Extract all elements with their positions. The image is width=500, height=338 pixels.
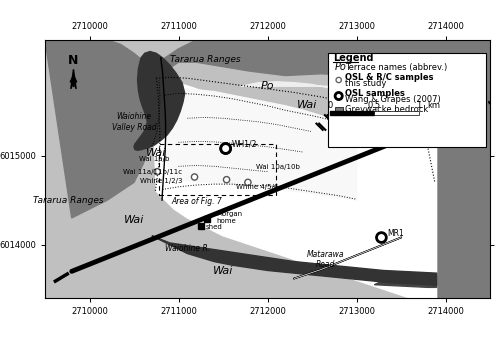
Circle shape	[154, 169, 160, 175]
Text: shed: shed	[205, 224, 222, 230]
Polygon shape	[374, 275, 436, 287]
Text: Wai: Wai	[146, 148, 167, 158]
Text: Wai 10a/10b: Wai 10a/10b	[256, 164, 300, 170]
Text: Po: Po	[334, 62, 346, 72]
Polygon shape	[152, 40, 490, 80]
Text: Whine 4/5/6: Whine 4/5/6	[236, 184, 279, 190]
Bar	[328, 53, 486, 147]
Polygon shape	[152, 68, 436, 298]
Polygon shape	[71, 69, 76, 89]
Circle shape	[221, 144, 230, 153]
Text: D: D	[364, 80, 371, 89]
Text: 0: 0	[327, 100, 332, 110]
Circle shape	[221, 144, 230, 153]
Bar	[335, 107, 342, 112]
Text: 1: 1	[416, 100, 422, 110]
Text: N: N	[68, 54, 78, 67]
Text: Area of Fig. 7: Area of Fig. 7	[171, 196, 222, 206]
Text: Wang & Grapes (2007): Wang & Grapes (2007)	[345, 95, 440, 104]
Text: Matarawa
Road: Matarawa Road	[306, 250, 344, 269]
Polygon shape	[160, 89, 356, 200]
Text: Whine 1/2/3: Whine 1/2/3	[140, 177, 182, 184]
Text: Po: Po	[261, 81, 274, 91]
Polygon shape	[134, 51, 184, 150]
Text: Greywacke bedrock: Greywacke bedrock	[345, 105, 428, 114]
Text: Tararua Ranges: Tararua Ranges	[33, 196, 104, 204]
Polygon shape	[436, 40, 490, 298]
Circle shape	[245, 179, 251, 186]
Circle shape	[192, 174, 198, 180]
Text: OSL & R/C samples: OSL & R/C samples	[345, 73, 434, 82]
Text: 0.5: 0.5	[368, 100, 381, 110]
Text: Waiohine
Valley Road: Waiohine Valley Road	[112, 112, 156, 131]
Text: this study: this study	[345, 79, 387, 88]
Text: Wai: Wai	[124, 215, 144, 225]
Polygon shape	[45, 40, 156, 218]
Text: U: U	[353, 72, 360, 81]
Text: Wai: Wai	[333, 124, 353, 134]
Text: Morgan
home: Morgan home	[217, 211, 243, 223]
Polygon shape	[374, 111, 419, 115]
Circle shape	[336, 77, 342, 83]
Text: km: km	[428, 100, 440, 110]
Text: Wai: Wai	[213, 266, 233, 276]
Text: Wai 1a/b: Wai 1a/b	[140, 156, 170, 162]
Circle shape	[224, 176, 230, 183]
Polygon shape	[330, 111, 374, 115]
Text: MR1: MR1	[388, 228, 404, 238]
Polygon shape	[152, 236, 436, 286]
Circle shape	[335, 93, 342, 100]
Text: Wai 11a/11b/11c: Wai 11a/11b/11c	[124, 169, 182, 175]
Text: OSL samples: OSL samples	[345, 89, 405, 98]
Polygon shape	[241, 82, 410, 120]
Text: Wai: Wai	[298, 100, 318, 110]
Text: Waiohine R.: Waiohine R.	[165, 244, 210, 253]
Text: Legend: Legend	[334, 53, 374, 63]
Circle shape	[376, 233, 386, 242]
Text: Tararua Ranges: Tararua Ranges	[170, 55, 240, 64]
Text: WH1/2: WH1/2	[232, 140, 258, 149]
Text: Terrace names (abbrev.): Terrace names (abbrev.)	[345, 63, 447, 72]
